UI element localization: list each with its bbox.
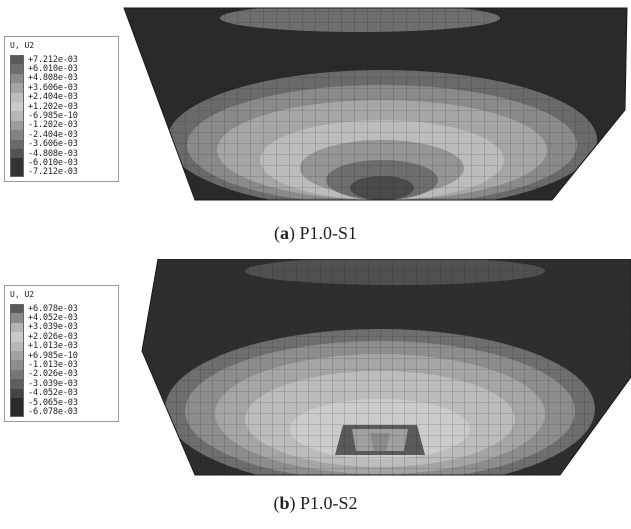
figure-panel-a: U, U2 +7.212e-03 +6.010e-03 +4.808e-03 +3.6… <box>0 0 631 262</box>
legend-entry: +6.010e-03 <box>10 64 118 75</box>
legend-entry: +3.039e-03 <box>10 322 118 333</box>
legend-swatch <box>10 350 24 361</box>
legend-scale: +7.212e-03 +6.010e-03 +4.808e-03 +3.606e-03… <box>10 55 118 177</box>
legend-entry: +2.026e-03 <box>10 331 118 342</box>
legend-entry: +2.404e-03 <box>10 92 118 103</box>
legend-entry: +3.606e-03 <box>10 82 118 93</box>
legend-entry: +6.078e-03 <box>10 303 118 314</box>
legend-entry: -6.078e-03 <box>10 407 118 417</box>
legend-swatch <box>10 148 24 159</box>
legend-value: +2.404e-03 <box>28 92 78 103</box>
legend-value: +4.808e-03 <box>28 73 78 84</box>
legend-entry: -1.202e-03 <box>10 120 118 131</box>
legend-value: -4.052e-03 <box>28 388 78 399</box>
legend-value: -7.212e-03 <box>28 167 78 178</box>
legend-value: -2.026e-03 <box>28 369 78 380</box>
legend-value: +6.078e-03 <box>28 303 78 314</box>
caption-a: (a) P1.0-S1 <box>0 223 631 244</box>
legend-swatch <box>10 111 24 121</box>
legend-swatch <box>10 92 24 102</box>
legend-entry: -7.212e-03 <box>10 167 118 178</box>
caption-label: a <box>279 223 289 243</box>
legend-swatch <box>10 101 24 112</box>
legend-value: +1.013e-03 <box>28 341 78 352</box>
legend-entry: -6.985e-10 <box>10 111 118 122</box>
legend-value: -3.039e-03 <box>28 378 78 389</box>
legend-entry: +4.808e-03 <box>10 73 118 84</box>
fea-contour-plot <box>123 7 628 201</box>
caption-name: P1.0-S1 <box>294 223 357 243</box>
legend-scale: +6.078e-03 +4.052e-03 +3.039e-03 +2.026e-03… <box>10 304 118 417</box>
legend-swatch <box>10 332 24 342</box>
legend-swatch <box>10 379 24 389</box>
caption-label: b <box>279 493 290 513</box>
legend-swatch <box>10 397 24 408</box>
caption-name: P1.0-S2 <box>295 493 358 513</box>
legend-value: -5.065e-03 <box>28 397 78 408</box>
legend-entry: -5.065e-03 <box>10 397 118 408</box>
caption-open: ( <box>273 493 280 513</box>
legend-value: +4.052e-03 <box>28 313 78 324</box>
legend-entry: -4.808e-03 <box>10 148 118 159</box>
legend-entry: +4.052e-03 <box>10 313 118 324</box>
caption-close: ) <box>288 223 295 243</box>
legend-value: +6.010e-03 <box>28 64 78 75</box>
legend-swatch <box>10 64 24 74</box>
legend-swatch <box>10 83 24 93</box>
caption-b: (b) P1.0-S2 <box>0 493 631 514</box>
legend-swatch <box>10 158 24 168</box>
legend-title: U, U2 <box>10 41 35 50</box>
figure-panel-b: U, U2 +6.078e-03 +4.052e-03 +3.039e-03 +2.0… <box>0 259 631 529</box>
legend-entry: +1.013e-03 <box>10 341 118 352</box>
legend-value: -1.202e-03 <box>28 120 78 131</box>
legend-entry: -3.606e-03 <box>10 139 118 150</box>
legend-swatch <box>10 73 24 84</box>
legend-value: +2.026e-03 <box>28 331 78 342</box>
legend-value: -1.013e-03 <box>28 360 78 371</box>
legend-entry: +7.212e-03 <box>10 54 118 65</box>
legend-value: +7.212e-03 <box>28 54 78 65</box>
legend-swatch <box>10 388 24 398</box>
legend-swatch <box>10 369 24 380</box>
legend-swatch <box>10 130 24 140</box>
legend-swatch <box>10 55 24 65</box>
legend-value: -2.404e-03 <box>28 129 78 140</box>
legend-swatch <box>10 139 24 149</box>
legend-entry: -2.026e-03 <box>10 369 118 380</box>
legend-swatch <box>10 304 24 314</box>
legend-entry: -3.039e-03 <box>10 378 118 389</box>
legend-swatch <box>10 360 24 370</box>
legend-value: -3.606e-03 <box>28 139 78 150</box>
legend-value: -6.078e-03 <box>28 407 78 417</box>
legend-swatch <box>10 167 24 178</box>
legend-value: +6.985e-10 <box>28 350 78 361</box>
contour-legend: U, U2 +6.078e-03 +4.052e-03 +3.039e-03 +2.0… <box>4 285 119 422</box>
legend-value: -6.985e-10 <box>28 111 78 122</box>
legend-title: U, U2 <box>10 290 35 299</box>
legend-value: +3.039e-03 <box>28 322 78 333</box>
legend-value: +3.606e-03 <box>28 82 78 93</box>
legend-entry: +1.202e-03 <box>10 101 118 112</box>
caption-open: ( <box>273 223 280 243</box>
fea-contour-plot <box>141 259 631 476</box>
legend-swatch <box>10 407 24 417</box>
legend-swatch <box>10 322 24 333</box>
legend-swatch <box>10 120 24 131</box>
caption-close: ) <box>289 493 296 513</box>
legend-entry: -6.010e-03 <box>10 158 118 168</box>
legend-entry: -1.013e-03 <box>10 360 118 371</box>
legend-value: -6.010e-03 <box>28 158 78 168</box>
contour-legend: U, U2 +7.212e-03 +6.010e-03 +4.808e-03 +3.6… <box>4 36 119 183</box>
legend-entry: -2.404e-03 <box>10 129 118 140</box>
legend-entry: +6.985e-10 <box>10 350 118 361</box>
legend-swatch <box>10 341 24 351</box>
legend-value: +1.202e-03 <box>28 101 78 112</box>
legend-value: -4.808e-03 <box>28 148 78 159</box>
legend-entry: -4.052e-03 <box>10 388 118 399</box>
legend-swatch <box>10 313 24 323</box>
